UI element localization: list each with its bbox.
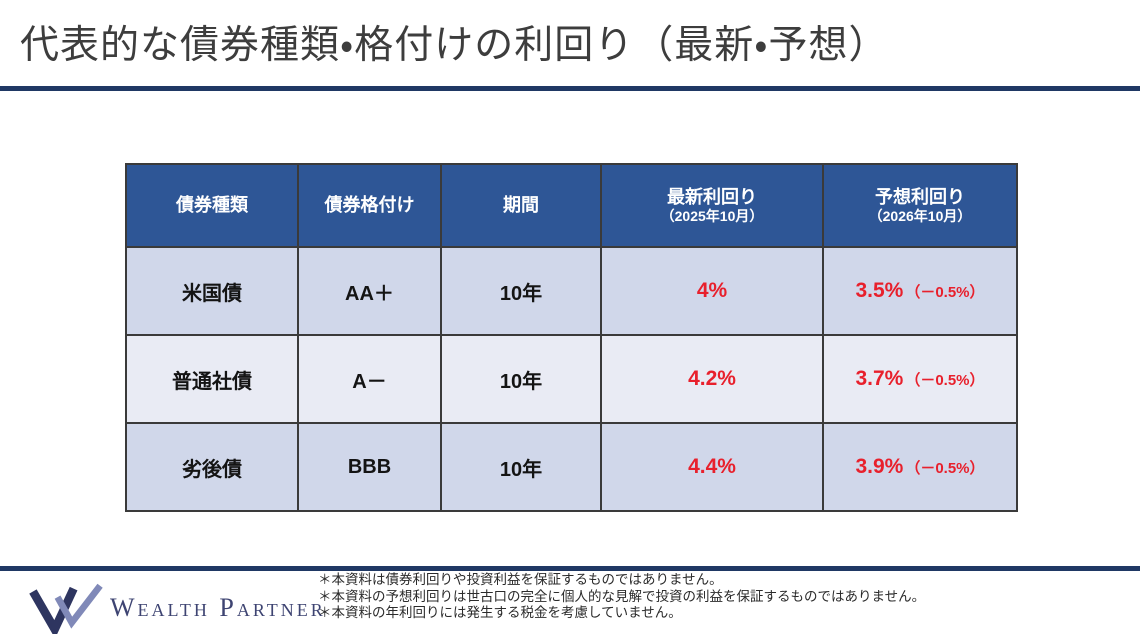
table-row: 劣後債 BBB 10年 4.4% 3.9% （－0.5%） [125,422,1018,512]
table-row: 普通社債 A－ 10年 4.2% 3.7% （－0.5%） [125,334,1018,424]
wealth-partner-w-icon [29,583,103,634]
footer-divider-rule [0,566,1140,571]
cell-bond-rating: BBB [297,422,442,512]
table-header-row: 債券種類 債券格付け 期間 最新利回り （2025年10月） 予想利回り （20… [125,163,1018,248]
forecast-change: （－0.5%） [905,460,985,477]
cell-bond-rating: A－ [297,334,442,424]
forecast-value: 3.9% [855,455,904,478]
header-latest-yield: 最新利回り （2025年10月） [600,163,824,248]
page-title: 代表的な債券種類・格付けの利回り（最新・予想） [20,24,889,67]
disclaimer-note: ＊本資料の予想利回りは世古口の完全に個人的な見解で投資の利益を保証するものではあ… [318,588,926,604]
cell-latest-yield: 4.2% [600,334,824,424]
cell-bond-type: 普通社債 [125,334,299,424]
cell-period: 10年 [440,246,602,336]
header-label: 期間 [503,195,539,216]
cell-latest-yield: 4.4% [600,422,824,512]
cell-period: 10年 [440,422,602,512]
disclaimer-note: ＊本資料の年利回りには発生する税金を考慮していません。 [318,605,682,620]
bond-yield-table: 債券種類 債券格付け 期間 最新利回り （2025年10月） 予想利回り （20… [125,163,1018,512]
header-sublabel: （2025年10月） [660,208,764,224]
disclaimer-note: ＊本資料は債券利回りや投資利益を保証するものではありません。 [318,572,723,587]
brand-name: Wealth Partner [110,593,326,622]
cell-bond-type: 米国債 [125,246,299,336]
cell-forecast-yield: 3.5% （－0.5%） [822,246,1018,336]
header-forecast-yield: 予想利回り （2026年10月） [822,163,1018,248]
cell-forecast-yield: 3.7% （－0.5%） [822,334,1018,424]
cell-bond-rating: AA＋ [297,246,442,336]
brand-logo: Wealth Partner [28,582,326,634]
header-label: 最新利回り [667,186,757,207]
header-bond-rating: 債券格付け [297,163,442,248]
forecast-value: 3.7% [855,367,904,390]
table-row: 米国債 AA＋ 10年 4% 3.5% （－0.5%） [125,246,1018,336]
header-period: 期間 [440,163,602,248]
forecast-value: 3.5% [855,279,904,302]
cell-bond-type: 劣後債 [125,422,299,512]
cell-period: 10年 [440,334,602,424]
header-label: 債券格付け [324,195,415,216]
forecast-change: （－0.5%） [905,372,985,389]
header-sublabel: （2026年10月） [868,208,972,224]
forecast-change: （－0.5%） [905,284,985,301]
cell-forecast-yield: 3.9% （－0.5%） [822,422,1018,512]
header-bond-type: 債券種類 [125,163,299,248]
cell-latest-yield: 4% [600,246,824,336]
header-label: 債券種類 [176,195,248,216]
header-label: 予想利回り [875,186,965,207]
title-divider-rule [0,86,1140,91]
disclaimer-notes: ＊本資料は債券利回りや投資利益を保証するものではありません。 ＊本資料の予想利回… [318,572,998,622]
